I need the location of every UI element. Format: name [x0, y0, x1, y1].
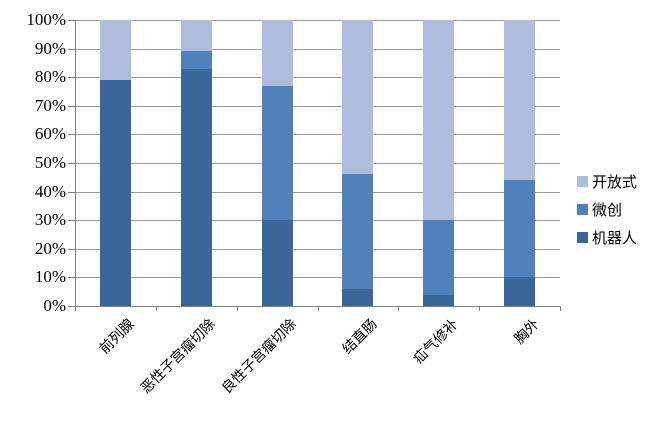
- y-axis-tick: [68, 163, 75, 164]
- y-axis-tick: [68, 20, 75, 21]
- y-axis-tick-label: 30%: [34, 210, 66, 230]
- y-axis-tick-label: 40%: [34, 181, 66, 201]
- x-axis-category-label: 恶性子宫瘤切除: [138, 317, 219, 397]
- legend-item: 机器人: [577, 228, 637, 247]
- y-axis-tick-label: 10%: [34, 267, 66, 287]
- x-axis-category-label: 结直肠: [340, 317, 381, 358]
- gridline: [75, 48, 560, 50]
- x-axis-tick: [560, 306, 561, 311]
- y-axis-tick: [68, 306, 75, 307]
- x-axis-category-label: 前列腺: [97, 317, 139, 358]
- bar-segment-机器人: [99, 80, 131, 306]
- x-axis-tick: [75, 306, 76, 311]
- gridline: [75, 134, 560, 136]
- gridline: [75, 220, 560, 222]
- bar-segment-机器人: [180, 68, 212, 306]
- y-axis-tick-label: 80%: [34, 67, 66, 87]
- legend-item-label: 微创: [592, 203, 623, 219]
- bar-segment-开放式: [99, 20, 131, 81]
- x-axis-tick: [155, 306, 157, 311]
- legend-swatch-icon: [577, 176, 588, 187]
- y-axis-tick-label: 0%: [43, 296, 66, 315]
- bar-segment-机器人: [423, 294, 455, 306]
- legend-item: 开放式: [577, 172, 637, 191]
- legend-item-label: 开放式: [592, 175, 638, 191]
- bar-segment-开放式: [504, 20, 536, 181]
- y-axis-tick: [68, 191, 75, 193]
- x-axis-category-label: 疝气修补: [411, 317, 462, 368]
- y-axis-tick-label: 70%: [34, 95, 66, 115]
- gridline: [75, 277, 560, 279]
- bar-segment-微创: [504, 180, 536, 278]
- bar-segment-机器人: [342, 288, 374, 306]
- x-axis-tick: [236, 306, 238, 311]
- x-axis-tick: [317, 306, 319, 311]
- y-axis-tick: [68, 134, 75, 136]
- bar-segment-开放式: [261, 20, 293, 86]
- legend-swatch-icon: [577, 232, 588, 243]
- y-axis-tick: [68, 48, 75, 50]
- bar-segment-微创: [261, 85, 293, 221]
- y-axis-tick-label: 20%: [34, 238, 66, 258]
- gridline: [75, 105, 560, 107]
- bar-segment-机器人: [261, 220, 293, 306]
- plot-area: [75, 20, 560, 307]
- y-axis-tick: [68, 277, 75, 279]
- bar-segment-微创: [342, 174, 374, 289]
- legend: 开放式 微创 机器人: [577, 172, 637, 247]
- gridline: [75, 163, 560, 164]
- legend-item-label: 机器人: [592, 231, 638, 247]
- x-axis-category-label: 胸外: [511, 317, 543, 348]
- x-axis-tick: [398, 306, 400, 311]
- bar-segment-微创: [180, 51, 212, 69]
- y-axis-tick-label: 90%: [34, 38, 66, 58]
- gridline: [75, 248, 560, 250]
- y-axis-tick: [68, 220, 75, 222]
- x-axis-tick: [479, 306, 481, 311]
- gridline: [75, 191, 560, 193]
- x-axis-category-label: 良性子宫瘤切除: [219, 317, 300, 397]
- y-axis-tick: [68, 248, 75, 250]
- gridline: [75, 77, 560, 79]
- gridline: [75, 20, 560, 21]
- bar-segment-开放式: [342, 20, 374, 175]
- legend-item: 微创: [577, 200, 637, 219]
- bar-segment-开放式: [180, 20, 212, 52]
- y-axis-line: [75, 20, 76, 310]
- y-axis-tick-label: 50%: [34, 153, 66, 172]
- legend-swatch-icon: [577, 204, 588, 215]
- y-axis-tick-label: 60%: [34, 124, 66, 144]
- bar-segment-微创: [423, 220, 455, 295]
- y-axis-tick-label: 100%: [26, 10, 66, 29]
- y-axis-tick: [68, 77, 75, 79]
- y-axis-tick: [68, 105, 75, 107]
- bar-segment-开放式: [423, 20, 455, 221]
- bar-segment-机器人: [504, 277, 536, 306]
